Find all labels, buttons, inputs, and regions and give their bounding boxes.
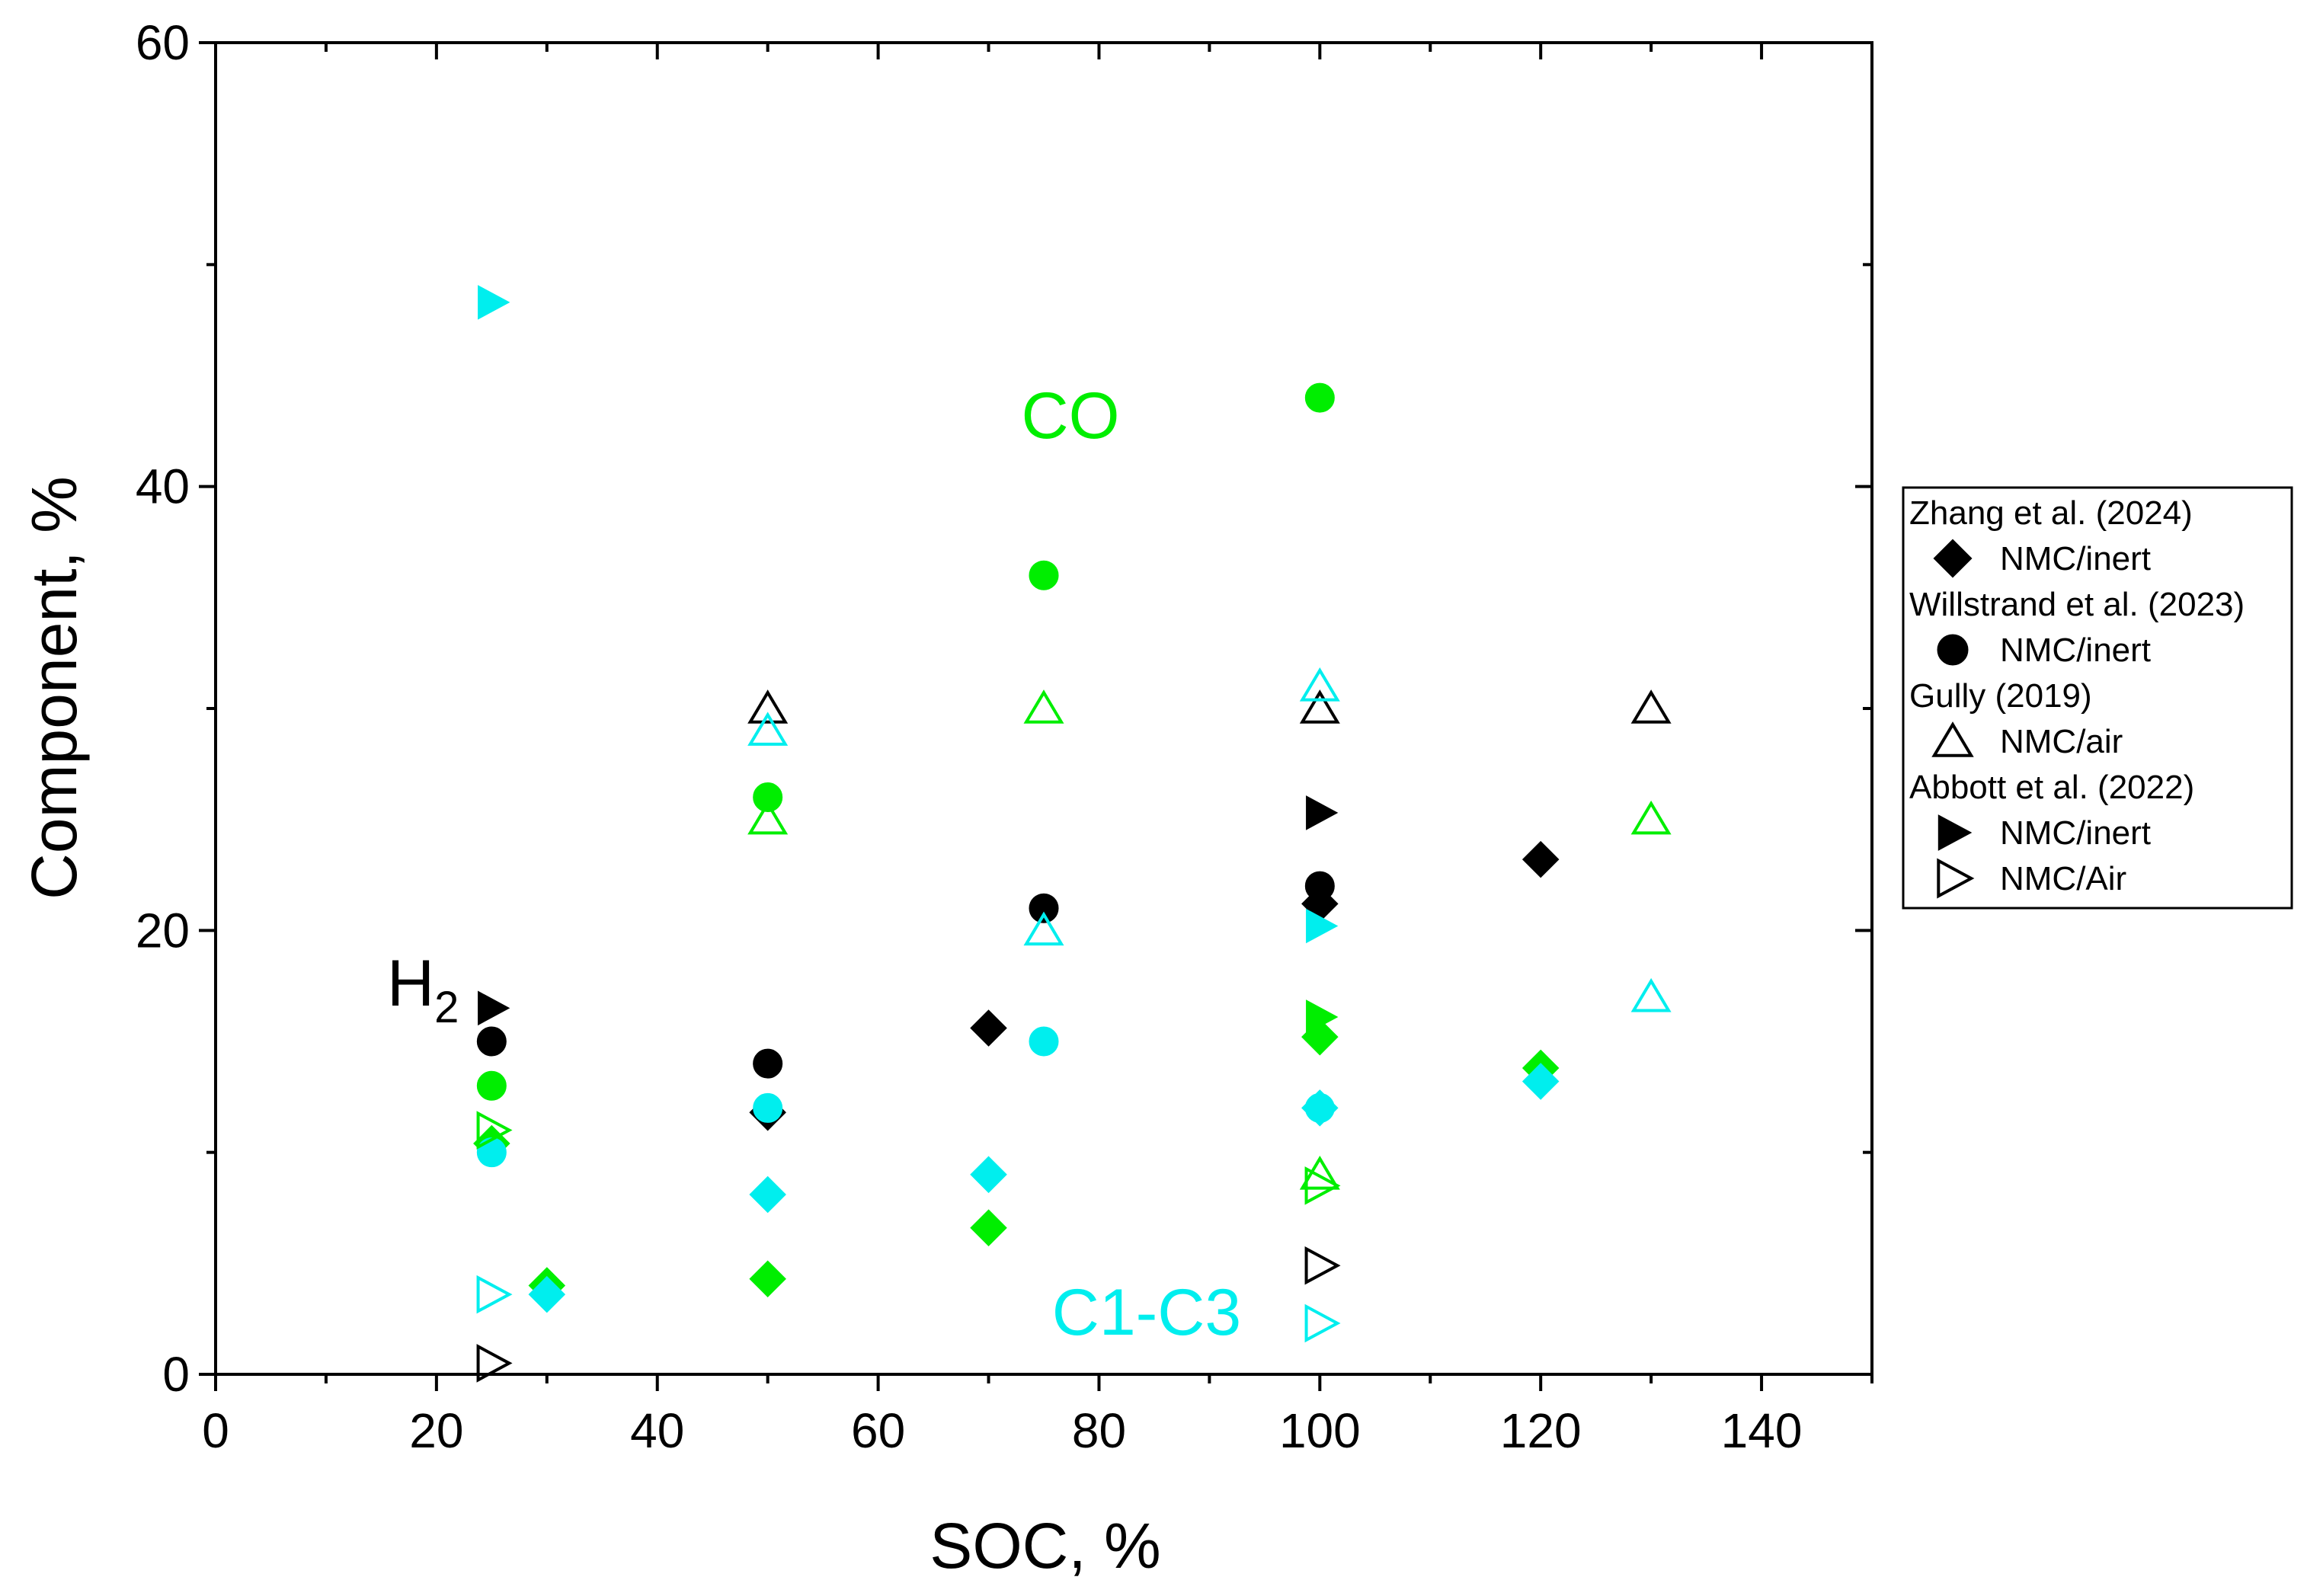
annotation-c1-c3: C1-C3 bbox=[1052, 1276, 1242, 1349]
legend-marker bbox=[1937, 634, 1969, 666]
data-point-co bbox=[1299, 1155, 1340, 1190]
data-point-c1-c3 bbox=[1299, 667, 1340, 702]
data-point-h2 bbox=[1304, 1246, 1341, 1285]
data-point-co bbox=[1029, 560, 1059, 590]
data-point-co bbox=[749, 1260, 786, 1297]
data-point-co bbox=[970, 1209, 1007, 1246]
data-point-h2 bbox=[1299, 689, 1340, 724]
x-tick-label: 40 bbox=[630, 1403, 684, 1458]
annotation-h2-main: H bbox=[387, 947, 434, 1020]
data-point-c1-c3 bbox=[1029, 1026, 1059, 1057]
data-point-co bbox=[1304, 1166, 1341, 1205]
data-point-c1-c3 bbox=[476, 1137, 507, 1168]
axis-ticks: 0 20 40 60 80 100 120 140 0 20 40 60 bbox=[136, 15, 1873, 1458]
x-tick-label: 60 bbox=[851, 1403, 905, 1458]
data-point-co bbox=[753, 782, 783, 813]
legend-label-abbott-inert: NMC/inert bbox=[2000, 814, 2151, 852]
data-point-c1-c3 bbox=[1630, 977, 1672, 1012]
data-point-c1-c3 bbox=[970, 1156, 1007, 1194]
y-tick-label: 0 bbox=[162, 1347, 190, 1402]
data-point-h2 bbox=[476, 1344, 513, 1383]
annotation-h2: H2 bbox=[387, 947, 459, 1032]
legend-marker bbox=[1931, 721, 1974, 757]
data-point-c1-c3 bbox=[1521, 1063, 1560, 1100]
legend-label-willstrand-inert: NMC/inert bbox=[2000, 632, 2151, 669]
legend-label-zhang-inert: NMC/inert bbox=[2000, 540, 2151, 577]
data-point-c1-c3 bbox=[478, 285, 510, 320]
y-axis-title: Component, % bbox=[18, 476, 90, 900]
x-tick-label: 0 bbox=[202, 1403, 229, 1458]
data-points bbox=[473, 285, 1672, 1383]
data-point-c1-c3 bbox=[476, 1275, 513, 1314]
legend-marker bbox=[1937, 858, 1975, 899]
data-point-c1-c3 bbox=[1304, 1092, 1335, 1123]
legend-marker bbox=[1933, 539, 1973, 578]
data-point-c1-c3 bbox=[1304, 1303, 1341, 1343]
x-tick-label: 140 bbox=[1721, 1403, 1803, 1458]
data-point-h2 bbox=[1304, 871, 1335, 901]
data-point-h2 bbox=[753, 1048, 783, 1079]
data-point-c1-c3 bbox=[753, 1092, 783, 1123]
annotation-h2-subscript: 2 bbox=[434, 983, 459, 1032]
legend-group-zhang: Zhang et al. (2024) bbox=[1909, 494, 2193, 532]
x-tick-label: 80 bbox=[1072, 1403, 1126, 1458]
x-tick-label: 20 bbox=[409, 1403, 463, 1458]
data-point-c1-c3 bbox=[747, 712, 789, 746]
legend-group-abbott: Abbott et al. (2022) bbox=[1909, 769, 2194, 806]
plot-area bbox=[214, 41, 1873, 1376]
data-point-co bbox=[1304, 382, 1335, 413]
data-point-h2 bbox=[747, 689, 789, 724]
data-point-h2 bbox=[478, 990, 510, 1026]
legend-group-gully: Gully (2019) bbox=[1909, 677, 2092, 715]
data-point-h2 bbox=[970, 1009, 1007, 1047]
legend-markers bbox=[1931, 539, 1975, 899]
data-point-co bbox=[1306, 999, 1339, 1035]
data-point-co bbox=[476, 1111, 513, 1150]
legend-group-willstrand: Willstrand et al. (2023) bbox=[1909, 586, 2245, 623]
data-point-h2 bbox=[1029, 893, 1059, 923]
legend-marker bbox=[1937, 814, 1973, 851]
y-tick-label: 40 bbox=[136, 459, 190, 514]
plot-frame bbox=[214, 41, 1873, 1376]
data-point-h2 bbox=[476, 1026, 507, 1057]
x-axis-title: SOC, % bbox=[930, 1510, 1160, 1582]
annotation-co: CO bbox=[1022, 379, 1120, 453]
data-point-c1-c3 bbox=[528, 1275, 566, 1313]
legend-label-gully-air: NMC/air bbox=[2000, 723, 2123, 760]
data-point-co bbox=[476, 1070, 507, 1101]
data-point-co bbox=[747, 800, 789, 835]
data-point-h2 bbox=[1630, 689, 1672, 724]
data-point-co bbox=[1023, 689, 1064, 724]
data-point-co bbox=[1630, 800, 1672, 835]
legend: Zhang et al. (2024) NMC/inert Willstrand… bbox=[1902, 486, 2293, 910]
x-tick-label: 100 bbox=[1279, 1403, 1361, 1458]
y-tick-label: 20 bbox=[136, 903, 190, 958]
legend-label-abbott-air: NMC/Air bbox=[2000, 860, 2126, 897]
y-tick-label: 60 bbox=[136, 15, 190, 70]
data-point-c1-c3 bbox=[1023, 911, 1064, 946]
data-point-h2 bbox=[1306, 795, 1339, 830]
data-point-h2 bbox=[1521, 840, 1560, 878]
x-tick-label: 120 bbox=[1500, 1403, 1582, 1458]
data-point-c1-c3 bbox=[749, 1175, 786, 1214]
data-point-c1-c3 bbox=[1306, 908, 1339, 944]
